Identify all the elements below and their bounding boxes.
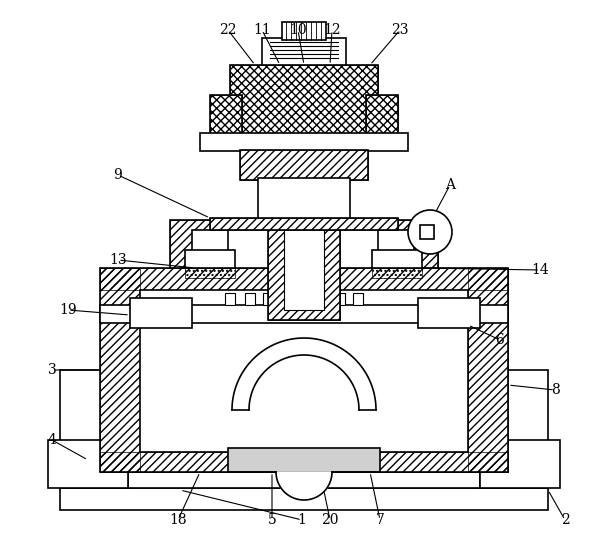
- Bar: [60, 472, 548, 488]
- Bar: [282, 22, 326, 40]
- Bar: [418, 298, 480, 328]
- Text: 14: 14: [531, 263, 549, 277]
- Text: 3: 3: [48, 363, 56, 377]
- Bar: [60, 370, 128, 488]
- Bar: [210, 218, 398, 230]
- Bar: [225, 293, 235, 305]
- Circle shape: [408, 210, 452, 254]
- Bar: [284, 110, 324, 310]
- Bar: [258, 178, 350, 220]
- Polygon shape: [276, 472, 332, 500]
- Bar: [398, 220, 438, 268]
- Text: 6: 6: [495, 333, 505, 347]
- Bar: [100, 268, 140, 472]
- Bar: [366, 95, 398, 135]
- Text: 5: 5: [267, 513, 276, 527]
- Bar: [48, 440, 128, 488]
- Text: 2: 2: [561, 513, 569, 527]
- Bar: [378, 230, 414, 266]
- Text: 18: 18: [169, 513, 187, 527]
- Bar: [170, 220, 210, 268]
- Bar: [240, 150, 368, 180]
- Bar: [353, 293, 363, 305]
- Bar: [281, 293, 291, 305]
- Bar: [263, 293, 273, 305]
- Bar: [480, 440, 560, 488]
- Text: 10: 10: [289, 23, 307, 37]
- Bar: [210, 95, 242, 135]
- Bar: [372, 268, 422, 278]
- Bar: [245, 293, 255, 305]
- Bar: [60, 488, 548, 510]
- Text: 23: 23: [391, 23, 409, 37]
- Bar: [100, 268, 508, 472]
- Bar: [185, 250, 235, 268]
- Text: 4: 4: [48, 433, 56, 447]
- Bar: [262, 38, 346, 65]
- Bar: [130, 298, 192, 328]
- Bar: [372, 250, 422, 268]
- Bar: [468, 268, 508, 472]
- Bar: [299, 293, 309, 305]
- Bar: [210, 95, 242, 135]
- Bar: [480, 370, 548, 488]
- Bar: [170, 220, 438, 268]
- Bar: [100, 305, 508, 323]
- Bar: [268, 100, 340, 320]
- Bar: [140, 290, 468, 452]
- Text: 9: 9: [114, 168, 122, 182]
- Bar: [228, 448, 380, 472]
- Bar: [200, 133, 408, 151]
- Bar: [420, 225, 434, 239]
- Bar: [192, 230, 228, 266]
- Bar: [100, 268, 508, 290]
- Text: 8: 8: [551, 383, 560, 397]
- Text: 19: 19: [59, 303, 77, 317]
- Text: A: A: [445, 178, 455, 192]
- Bar: [210, 218, 398, 230]
- Bar: [185, 268, 235, 278]
- Text: 12: 12: [323, 23, 341, 37]
- Text: 22: 22: [219, 23, 237, 37]
- Bar: [100, 452, 508, 472]
- Bar: [317, 293, 327, 305]
- Bar: [230, 65, 378, 135]
- Text: 1: 1: [298, 513, 307, 527]
- Bar: [240, 150, 368, 180]
- Text: 7: 7: [376, 513, 384, 527]
- Text: 11: 11: [253, 23, 271, 37]
- Bar: [268, 100, 340, 320]
- Bar: [230, 65, 378, 135]
- Text: 13: 13: [109, 253, 127, 267]
- Bar: [335, 293, 345, 305]
- Text: 20: 20: [321, 513, 339, 527]
- Bar: [366, 95, 398, 135]
